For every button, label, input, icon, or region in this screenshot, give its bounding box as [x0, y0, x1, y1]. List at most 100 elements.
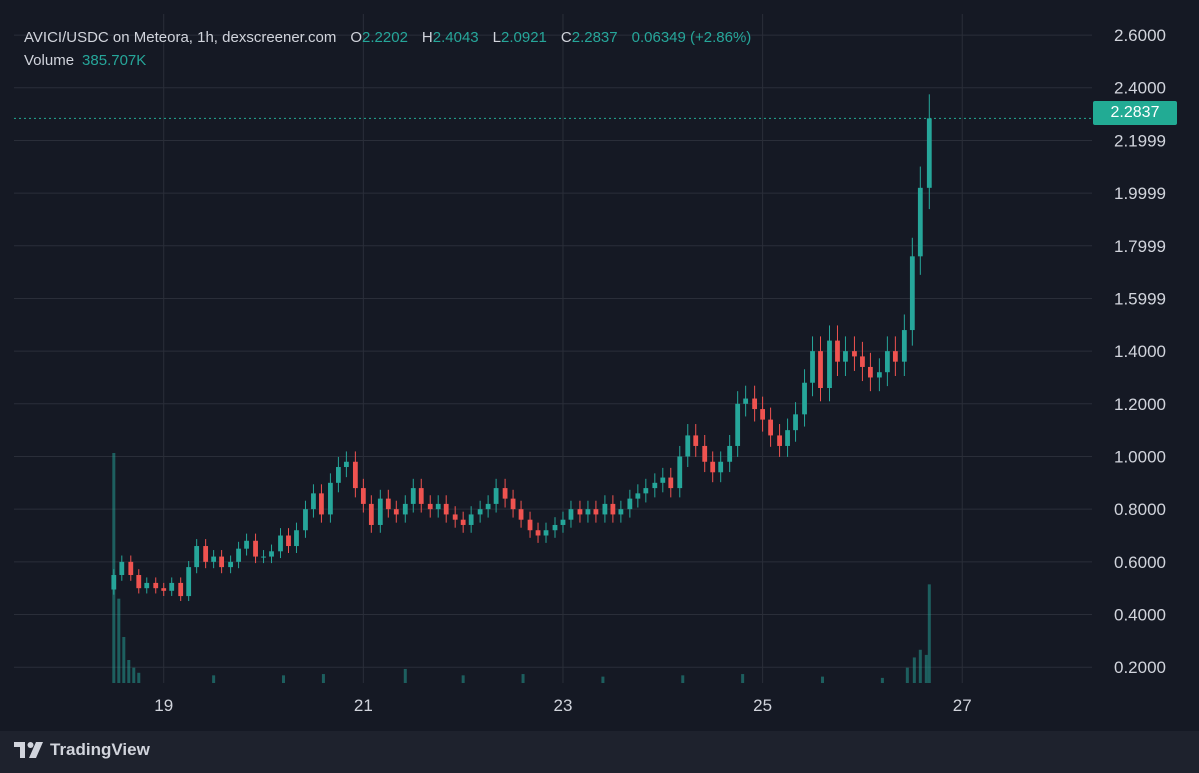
price-tick-label: 1.4000 [1114, 342, 1166, 361]
candle-body [818, 351, 823, 389]
candle-body [203, 546, 209, 562]
candle-body [660, 477, 666, 483]
time-tick-label: 21 [354, 696, 373, 715]
brand-name: TradingView [50, 740, 150, 759]
volume-bar [127, 660, 131, 683]
candle-body [244, 540, 249, 549]
candle-body [727, 445, 733, 462]
candle-body [502, 488, 508, 499]
change-value: 0.06349 (+2.86%) [631, 29, 752, 46]
volume-bar [927, 584, 931, 683]
low-value: 2.0921 [501, 29, 547, 46]
candle-body [136, 575, 142, 589]
volume-bar [905, 667, 909, 683]
candle-body [602, 503, 608, 515]
time-tick-label: 19 [154, 696, 173, 715]
candlestick-chart[interactable]: 2.6000 2.4000 2.1999 1.9999 1.7999 1.5999 1.40… [0, 0, 1199, 731]
chart-area[interactable]: 2.6000 2.4000 2.1999 1.9999 1.7999 1.5999 1.40… [0, 0, 1199, 731]
volume-bar [132, 667, 136, 683]
candle-body [410, 488, 416, 504]
candle-body [435, 503, 441, 510]
candle-body [718, 461, 724, 473]
close-label: C [560, 29, 572, 46]
candle-body [178, 582, 184, 597]
candle-body [577, 509, 583, 515]
volume-bar [117, 598, 121, 683]
candle-body [278, 535, 283, 552]
candle-body [393, 509, 399, 515]
candle-body [385, 498, 391, 510]
time-tick-label: 23 [554, 696, 573, 715]
candle-body [710, 461, 716, 473]
volume-bar [521, 674, 525, 683]
tradingview-logo[interactable]: TradingView [14, 738, 150, 762]
candle-body [128, 561, 134, 576]
candle-body [352, 461, 358, 489]
volume-bars [112, 453, 931, 683]
candle-body [343, 461, 349, 468]
price-tick-label: 1.5999 [1114, 289, 1166, 308]
candle-body [219, 556, 225, 568]
candle-body [427, 503, 433, 510]
candle-body [868, 366, 873, 378]
candle-body [652, 482, 658, 489]
price-tick-label: 2.4000 [1114, 79, 1166, 98]
footer-bar [0, 731, 1199, 773]
candle-body [452, 514, 458, 520]
candle-body [810, 351, 815, 383]
volume-bar [918, 649, 922, 683]
candle-body [860, 356, 865, 367]
candle-body [917, 187, 923, 257]
volume-bar [321, 674, 325, 683]
candle-body [785, 430, 790, 446]
candle-body [228, 561, 233, 568]
candle-body [768, 419, 773, 436]
price-tick-label: 0.4000 [1114, 606, 1166, 625]
candle-body [618, 509, 624, 515]
price-tick-label: 0.2000 [1114, 658, 1166, 677]
candle-body [119, 561, 125, 576]
candle-body [610, 503, 616, 515]
candle-body [253, 540, 258, 557]
candle-body [552, 524, 558, 531]
candle-body [261, 556, 266, 558]
price-tick-label: 1.7999 [1114, 237, 1166, 256]
candle-body [668, 477, 674, 489]
volume-bar [403, 668, 407, 683]
candle-body [760, 409, 766, 420]
candle-body [677, 456, 683, 489]
candle-body [876, 372, 882, 378]
candle-body [827, 340, 832, 389]
candle-body [377, 498, 383, 525]
candle-body [485, 503, 491, 510]
candle-body [328, 482, 333, 515]
candle-body [186, 567, 192, 597]
volume-bar [681, 675, 685, 683]
candle-body [286, 535, 291, 547]
candle-body [418, 488, 424, 504]
volume-bar [112, 453, 116, 683]
candle-body [194, 546, 200, 568]
candle-body [460, 519, 466, 525]
candle-body [735, 403, 741, 446]
volume-bar [137, 672, 141, 683]
candle-body [211, 556, 217, 562]
candle-body [153, 582, 159, 589]
candle-body [743, 398, 749, 404]
candle-body [402, 503, 408, 515]
candle-body [752, 398, 758, 410]
close-value: 2.2837 [571, 29, 618, 46]
volume-bar [912, 657, 916, 683]
time-tick-label: 25 [753, 696, 772, 715]
candle-body [793, 414, 798, 431]
candle-body [518, 509, 524, 520]
candle-body [901, 330, 907, 362]
volume-label: Volume [24, 52, 75, 69]
candle-body [468, 514, 474, 525]
volume-bar [601, 676, 605, 683]
candle-body [543, 530, 549, 536]
candle-body [835, 340, 840, 362]
candle-body [685, 435, 691, 457]
volume-bar [282, 675, 285, 683]
candle-body [360, 488, 366, 504]
